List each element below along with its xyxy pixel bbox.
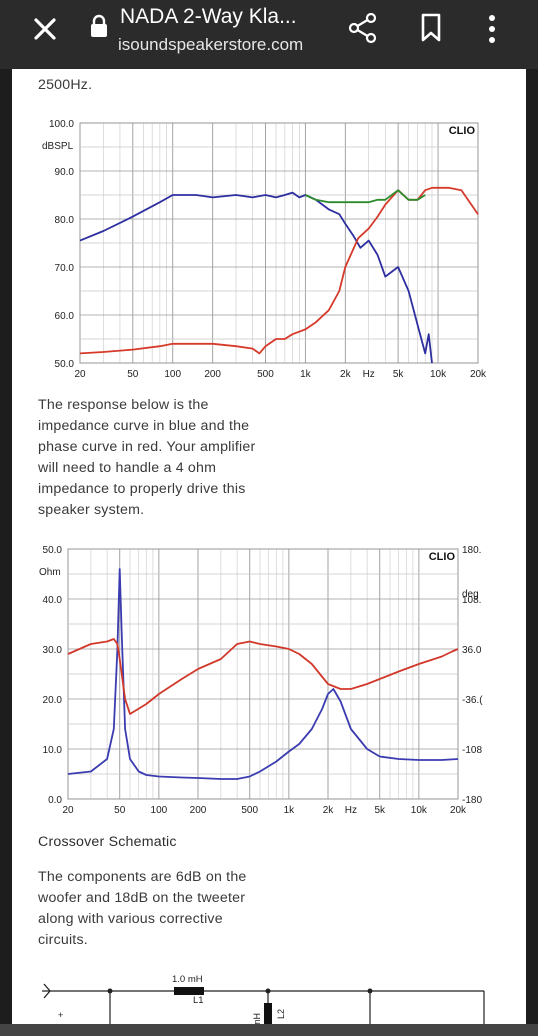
page-url[interactable]: isoundspeakerstore.com — [118, 35, 304, 54]
y2-tick-label: 108. — [462, 595, 481, 606]
schematic-description: The components are 6dB on the woofer and… — [38, 867, 247, 951]
lock-icon — [91, 14, 107, 37]
paragraph-line: will need to handle a 4 ohm — [38, 460, 217, 476]
x-tick-label: 500 — [241, 805, 258, 816]
x-tick-label: 100 — [164, 369, 181, 380]
paragraph-line: The components are 6dB on the — [38, 869, 247, 885]
y2-tick-label: 180. — [462, 545, 481, 556]
x-tick-label: Hz — [363, 369, 375, 380]
y-tick-label: 10.0 — [43, 745, 63, 756]
x-tick-label: 500 — [257, 369, 274, 380]
y2-tick-label: -36.( — [462, 695, 483, 706]
y-tick-label: 30.0 — [43, 645, 63, 656]
x-tick-label: 20 — [62, 805, 74, 816]
y2-tick-label: -180 — [462, 795, 482, 806]
x-tick-label: 1k — [284, 805, 296, 816]
y-tick-label: 60.0 — [55, 311, 75, 322]
y-tick-label: 80.0 — [55, 215, 75, 226]
y-tick-label: 100.0 — [49, 119, 74, 130]
paragraph-line: The response below is the — [38, 397, 209, 413]
x-tick-label: 200 — [190, 805, 207, 816]
impedance-intro-paragraph: The response below is the impedance curv… — [38, 395, 255, 521]
y-tick-label: 20.0 — [43, 695, 63, 706]
y-tick-label: 40.0 — [43, 595, 63, 606]
series-line-impedance — [67, 568, 459, 780]
series-line-phase — [67, 638, 459, 715]
clio-brand-label: CLIO — [449, 125, 476, 137]
cut-off-text: 2500Hz. — [38, 77, 93, 93]
x-tick-label: 20k — [470, 369, 487, 380]
impedance-phase-chart: 50.0 40.0 30.0 20.0 10.0 0.0 180. 108. 36.0 -36.(… — [39, 545, 483, 816]
inductor-l2 — [264, 1003, 272, 1025]
paragraph-line: phase curve in red. Your amplifier — [38, 439, 256, 455]
paragraph-line: speaker system. — [38, 502, 145, 518]
inductor-l1 — [174, 987, 204, 995]
y2-tick-label: -108 — [462, 745, 482, 756]
clio-brand-label: CLIO — [429, 551, 456, 563]
x-tick-label: Hz — [345, 805, 357, 816]
l1-value-label: 1.0 mH — [172, 974, 203, 985]
x-tick-label: 20 — [74, 369, 86, 380]
y-tick-label: 50.0 — [43, 545, 63, 556]
x-tick-label: 50 — [127, 369, 139, 380]
y-tick-label: 0.0 — [48, 795, 62, 806]
frequency-response-chart: 100.0 90.0 80.0 70.0 60.0 50.0 dBSPL 20 50 100 200… — [42, 119, 487, 380]
x-tick-label: 50 — [114, 805, 126, 816]
series-line-tweeter — [79, 186, 479, 355]
x-tick-label: 10k — [411, 805, 428, 816]
article-page: 2500Hz. 100.0 90.0 80.0 70.0 60.0 50.0 dBSPL 20… — [12, 69, 526, 1036]
close-icon[interactable] — [28, 12, 62, 46]
paragraph-line: impedance to properly drive this — [38, 481, 246, 497]
paragraph-line: impedance curve in blue and the — [38, 418, 250, 434]
y-tick-label: 90.0 — [55, 167, 75, 178]
gridlines — [79, 122, 479, 364]
x-tick-label: 200 — [204, 369, 221, 380]
x-tick-label: 5k — [374, 805, 386, 816]
share-icon[interactable] — [348, 12, 378, 44]
x-tick-label: 100 — [151, 805, 168, 816]
l2-name-label: L2 — [276, 1009, 286, 1019]
y-axis-label: Ohm — [39, 567, 61, 578]
input-terminal-icon — [43, 983, 51, 999]
y-tick-label: 50.0 — [55, 359, 75, 370]
plus-label: + — [58, 1010, 63, 1020]
browser-toolbar: NADA 2-Way Kla... isoundspeakerstore.com — [0, 0, 538, 69]
x-tick-label: 2k — [323, 805, 335, 816]
series-line-sum — [305, 189, 426, 204]
schematic-heading: Crossover Schematic — [38, 834, 177, 850]
l2-value-label: mH — [252, 1013, 262, 1027]
y2-tick-label: 36.0 — [462, 645, 482, 656]
paragraph-line: circuits. — [38, 932, 88, 948]
x-tick-label: 5k — [393, 369, 405, 380]
gridlines — [67, 548, 459, 800]
paragraph-line: woofer and 18dB on the tweeter — [38, 890, 246, 906]
l1-name-label: L1 — [193, 995, 204, 1006]
x-tick-label: 1k — [300, 369, 312, 380]
x-tick-label: 2k — [340, 369, 352, 380]
paragraph-line: along with various corrective — [38, 911, 223, 927]
bookmark-icon[interactable] — [418, 12, 444, 44]
more-vert-icon[interactable] — [480, 12, 504, 46]
y2-axis-label: deg — [462, 589, 479, 600]
y-axis-label: dBSPL — [42, 141, 74, 152]
page-title[interactable]: NADA 2-Way Kla... — [120, 5, 297, 28]
x-tick-label: 20k — [450, 805, 467, 816]
bottom-nav-strip — [0, 1024, 538, 1036]
y-tick-label: 70.0 — [55, 263, 75, 274]
x-tick-label: 10k — [430, 369, 447, 380]
